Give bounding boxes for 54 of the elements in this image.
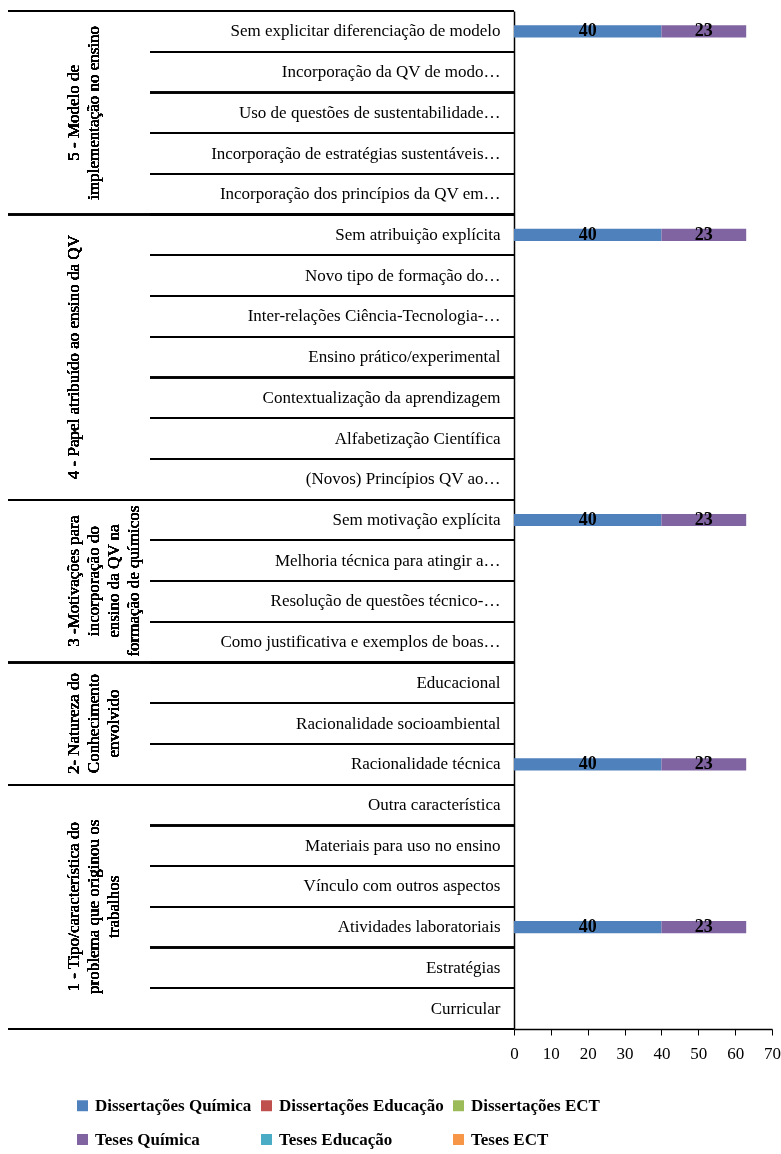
y-tick-label: Inter-relações Ciência-Tecnologia-… [247, 306, 501, 326]
data-label: 40 [578, 20, 597, 41]
y-tick-label: (Novos) Princípios QV ao… [305, 469, 501, 489]
data-label: 23 [694, 916, 713, 937]
y-tick-label: Resolução de questões técnico-… [270, 591, 501, 611]
y-tick-label: Incorporação dos princípios da QV em… [219, 184, 501, 204]
y-tick-label: Ensino prático/experimental [308, 347, 501, 367]
y-tick-label: Sem explicitar diferenciação de modelo [230, 21, 501, 41]
y-tick-label: Melhoria técnica para atingir a… [274, 550, 501, 570]
text: 3 -Motivações para incorporação do ensino da QV na formação de químicos [64, 505, 143, 657]
data-label: 23 [694, 509, 713, 529]
data-label: 40 [578, 753, 597, 774]
x-tick-label: 50 [690, 1043, 708, 1063]
y-tick-label: Atividades laboratoriais [337, 917, 501, 937]
data-label: 23 [694, 753, 713, 774]
y-tick-label: Estratégias [425, 957, 501, 977]
y-tick-label: Uso de questões de sustentabilidade… [238, 102, 501, 122]
y-tick-label: Contextualização da aprendizagem [262, 387, 501, 407]
y-tick-label: Sem atribuição explícita [335, 224, 501, 244]
legend-label: Dissertações ECT [471, 1095, 601, 1115]
x-tick-label: 30 [616, 1043, 634, 1063]
text: 4 - Papel atribuído ao ensino da QV [64, 234, 83, 480]
x-tick-label: 40 [653, 1043, 671, 1063]
y-tick-label: Racionalidade técnica [350, 754, 501, 774]
data-label: 40 [578, 509, 597, 529]
y-tick-label: Incorporação da QV de modo… [281, 62, 501, 82]
y-tick-label: Novo tipo de formação do… [305, 265, 501, 285]
data-label: 23 [694, 223, 713, 244]
y-tick-label: Alfabetização Científica [334, 428, 501, 448]
y-tick-label: Racionalidade socioambiental [296, 713, 501, 733]
x-tick-label: 20 [579, 1043, 597, 1063]
text: 1 - Tipo/característica do problema que originou os trabalhos [64, 819, 123, 994]
y-tick-label: Sem motivação explícita [332, 510, 501, 529]
legend-label: Teses Química [95, 1129, 201, 1149]
text: 2- Natureza do Conhecimento envolvido [64, 673, 123, 775]
data-label: 40 [578, 916, 597, 937]
y-tick-label: Outra característica [367, 795, 501, 815]
data-label: 23 [694, 20, 713, 41]
legend-label: Teses ECT [471, 1129, 549, 1149]
x-tick-label: 0 [510, 1043, 519, 1063]
y-tick-label: Como justificativa e exemplos de boas… [220, 632, 501, 652]
x-tick-label: 10 [542, 1043, 560, 1063]
x-tick-label: 60 [727, 1043, 745, 1063]
legend-label: Dissertações Educação [279, 1095, 444, 1115]
x-tick-label: 70 [764, 1043, 781, 1063]
y-tick-label: Materiais para uso no ensino [305, 835, 501, 855]
legend-label: Teses Educação [279, 1129, 393, 1149]
data-label: 40 [578, 223, 597, 244]
y-tick-label: Curricular [430, 998, 501, 1018]
legend-label: Dissertações Química [95, 1095, 252, 1115]
y-tick-label: Educacional [416, 672, 501, 692]
y-tick-label: Vínculo com outros aspectos [303, 876, 501, 896]
y-tick-label: Incorporação de estratégias sustentáveis… [211, 143, 501, 163]
text: 5 - Modelo de implementação no ensino [64, 25, 103, 200]
